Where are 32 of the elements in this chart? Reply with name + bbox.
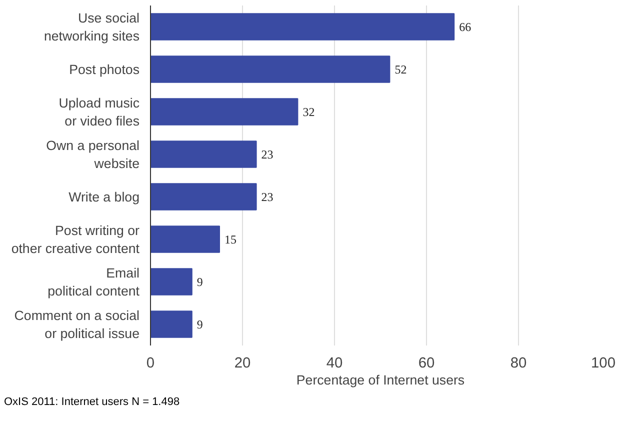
- bar: [150, 56, 390, 83]
- bar: [150, 98, 298, 126]
- data-label: 66: [459, 20, 472, 34]
- data-label: 9: [196, 317, 203, 332]
- x-tick-label: 20: [234, 356, 251, 372]
- y-tick-label: Comment on a social or political issue: [14, 308, 140, 341]
- bar: [150, 13, 455, 40]
- bar: [150, 226, 220, 253]
- x-tick-label: 80: [510, 356, 527, 372]
- y-tick-label: Use social networking sites: [44, 10, 140, 44]
- bar: [150, 268, 192, 296]
- x-tick-label: 60: [418, 356, 435, 372]
- x-axis-title: Percentage of Internet users: [296, 372, 465, 388]
- text: OxIS 2011: Internet users N = 1.498: [4, 395, 180, 410]
- y-tick-label: Own a personal website: [46, 138, 140, 171]
- x-tick-label: 0: [146, 356, 155, 372]
- y-tick-label: Post writing or other creative content: [11, 222, 140, 256]
- bar: [150, 310, 192, 338]
- y-tick-label: Upload music or video files: [58, 95, 140, 128]
- x-tick-label: 100: [591, 356, 616, 372]
- data-label: 15: [224, 232, 236, 246]
- bar: [150, 140, 257, 168]
- data-label: 23: [261, 190, 274, 204]
- bar: [150, 183, 257, 210]
- data-label: 9: [196, 274, 203, 289]
- data-label: 23: [261, 147, 274, 162]
- data-label: 32: [302, 104, 315, 119]
- data-label: 52: [394, 62, 407, 76]
- y-tick-label: Post photos: [69, 62, 140, 77]
- y-tick-label: Write a blog: [68, 189, 140, 204]
- x-tick-label: 40: [326, 356, 343, 372]
- y-tick-label: Email political content: [48, 265, 140, 298]
